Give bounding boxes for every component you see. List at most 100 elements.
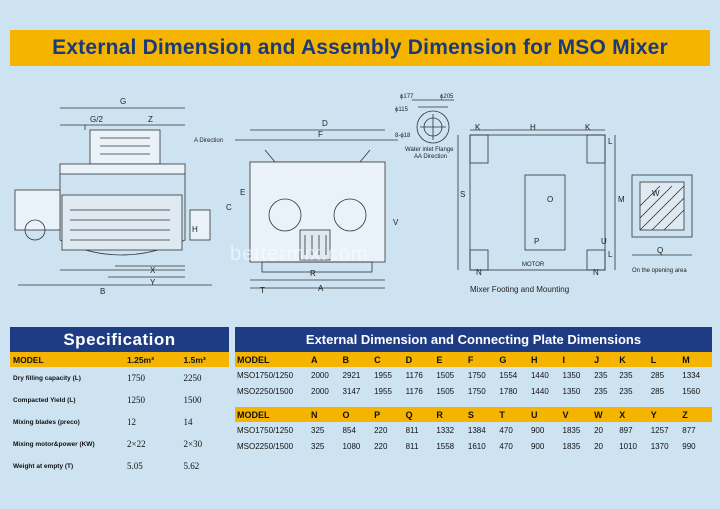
dim-label-c: C bbox=[226, 203, 232, 212]
spec-row: Dry filling capacity (L) 1750 2250 bbox=[10, 367, 229, 389]
dims-header-cell: E bbox=[434, 352, 466, 367]
dims-cell: 3147 bbox=[342, 386, 361, 396]
dims-header-cell: O bbox=[340, 407, 373, 422]
dim-label-s: S bbox=[460, 190, 465, 199]
watermark: bettermix.com bbox=[230, 243, 369, 265]
dims-cell: 1334 bbox=[682, 370, 701, 380]
dims-header-cell: W bbox=[592, 407, 618, 422]
dims-cell: 235 bbox=[594, 386, 608, 396]
spec-row-name: Compacted Yield (L) bbox=[13, 396, 76, 404]
title-banner: External Dimension and Assembly Dimensio… bbox=[10, 30, 710, 66]
dim-label-x: X bbox=[150, 266, 156, 275]
dims-cell: 1560 bbox=[682, 386, 701, 396]
dims-header-cell: S bbox=[465, 407, 498, 422]
dims-cell: 1505 bbox=[436, 370, 455, 380]
opening-drawing bbox=[631, 174, 693, 256]
dim-label-a: A bbox=[318, 284, 324, 293]
dim-label-g-half: G/2 bbox=[90, 115, 103, 124]
dims-cell: 20 bbox=[594, 441, 603, 451]
dims-cell: 877 bbox=[682, 425, 696, 435]
dims-cell: 1332 bbox=[436, 425, 455, 435]
spec-row: Mixing motor&power (KW) 2×22 2×30 bbox=[10, 433, 229, 455]
dims-header-cell: H bbox=[528, 352, 561, 367]
dims-cell: 1440 bbox=[530, 386, 549, 396]
dims-cell: 1750 bbox=[467, 386, 486, 396]
dims-cell: 1176 bbox=[405, 370, 423, 380]
dims-title: External Dimension and Connecting Plate … bbox=[235, 327, 712, 352]
dims-header-cell: A bbox=[309, 352, 341, 367]
dims-header-cell: Z bbox=[680, 407, 712, 422]
spec-title: Specification bbox=[10, 327, 229, 352]
dims-cell: 470 bbox=[499, 425, 513, 435]
dims-cell: 811 bbox=[405, 425, 419, 435]
dims-cell: 220 bbox=[374, 425, 388, 435]
dims-header-cell: I bbox=[560, 352, 593, 367]
dims-cell: MSO1750/1250 bbox=[237, 370, 294, 380]
dims-header-cell: J bbox=[592, 352, 618, 367]
dim-label-h-top: H bbox=[530, 123, 536, 132]
dims-cell: 325 bbox=[311, 441, 325, 451]
spec-header-row: MODEL 1.25m³ 1.5m³ bbox=[10, 352, 229, 367]
spec-row-v1: 1750 bbox=[127, 373, 145, 383]
dim-label-m: M bbox=[618, 195, 625, 204]
page-title: External Dimension and Assembly Dimensio… bbox=[52, 36, 668, 59]
side-view-drawing bbox=[14, 107, 212, 286]
dims-cell: 1384 bbox=[467, 425, 486, 435]
dim-label-u: U bbox=[601, 237, 607, 246]
dims-header-cell: P bbox=[372, 407, 404, 422]
dims-table: MODEL A B C D E F G H I J K L M MSO1750/1250 2000 2921 19… bbox=[235, 352, 712, 454]
dim-label-n2: N bbox=[593, 268, 599, 277]
dim-label-q: Q bbox=[657, 246, 663, 255]
dims-cell: 854 bbox=[342, 425, 356, 435]
dims-header-cell: B bbox=[340, 352, 373, 367]
dims-header-cell: N bbox=[309, 407, 341, 422]
dims-cell: 20 bbox=[594, 425, 603, 435]
dims-header-cell: L bbox=[648, 352, 681, 367]
footing-caption: Mixer Footing and Mounting bbox=[470, 285, 569, 294]
dims-cell: 285 bbox=[650, 386, 665, 396]
dimensions-panel: External Dimension and Connecting Plate … bbox=[235, 327, 712, 454]
dims-header-row: MODEL A B C D E F G H I J K L M bbox=[235, 352, 712, 367]
dims-header-cell: T bbox=[497, 407, 529, 422]
dims-header-cell: K bbox=[617, 352, 649, 367]
flange-drawing bbox=[412, 99, 454, 144]
dims-cell: MSO1750/1250 bbox=[237, 425, 294, 435]
spec-row-name: Weight at empty (T) bbox=[13, 462, 74, 470]
dims-header-cell: R bbox=[434, 407, 466, 422]
dims-header-cell: F bbox=[465, 352, 498, 367]
dims-cell: 1610 bbox=[467, 441, 486, 451]
dims-header-cell: MODEL bbox=[235, 407, 309, 422]
dims-cell: 1750 bbox=[467, 370, 486, 380]
flange-phi205: ϕ205 bbox=[440, 94, 454, 100]
dims-cell: 235 bbox=[619, 370, 633, 380]
motor-label: MOTOR bbox=[522, 262, 545, 268]
dim-label-r: R bbox=[310, 269, 316, 278]
dims-header-row: MODEL N O P Q R S T U V W X Y Z bbox=[235, 407, 712, 422]
dims-cell: 1554 bbox=[499, 370, 518, 380]
dim-label-l1: L bbox=[608, 137, 613, 146]
dims-cell: 285 bbox=[650, 370, 665, 380]
spec-row-name: Mixing blades (preco) bbox=[13, 418, 80, 426]
spec-row-v1: 5.05 bbox=[127, 461, 143, 471]
dim-label-t: T bbox=[260, 286, 265, 295]
spec-row: Mixing blades (preco) 12 14 bbox=[10, 411, 229, 433]
spec-row: Weight at empty (T) 5.05 5.62 bbox=[10, 455, 229, 477]
dims-header-cell: MODEL bbox=[235, 352, 309, 367]
dims-row: MSO1750/1250 2000 2921 1955 1176 1505 1750 1554… bbox=[235, 367, 712, 383]
spec-row-v1: 12 bbox=[127, 417, 136, 427]
aa-direction-label: AA Direction bbox=[414, 154, 447, 160]
dims-cell: 1176 bbox=[405, 386, 423, 396]
opening-caption: On the opening area bbox=[632, 268, 687, 274]
spec-table: MODEL 1.25m³ 1.5m³ Dry filling capacity … bbox=[10, 352, 229, 477]
flange-bolt: 8-ϕ18 bbox=[395, 133, 411, 139]
flange-phi177: ϕ177 bbox=[400, 94, 414, 100]
dim-label-b: B bbox=[100, 287, 105, 296]
dims-header-cell: M bbox=[680, 352, 712, 367]
spec-row-v2: 14 bbox=[183, 417, 193, 427]
spec-row: Compacted Yield (L) 1250 1500 bbox=[10, 389, 229, 411]
dim-label-e: E bbox=[240, 188, 245, 197]
specification-panel: Specification MODEL 1.25m³ 1.5m³ Dry fil… bbox=[10, 327, 229, 477]
dims-cell: 1350 bbox=[562, 386, 581, 396]
dim-label-w: W bbox=[652, 189, 660, 198]
spec-row-name: Mixing motor&power (KW) bbox=[13, 440, 95, 448]
